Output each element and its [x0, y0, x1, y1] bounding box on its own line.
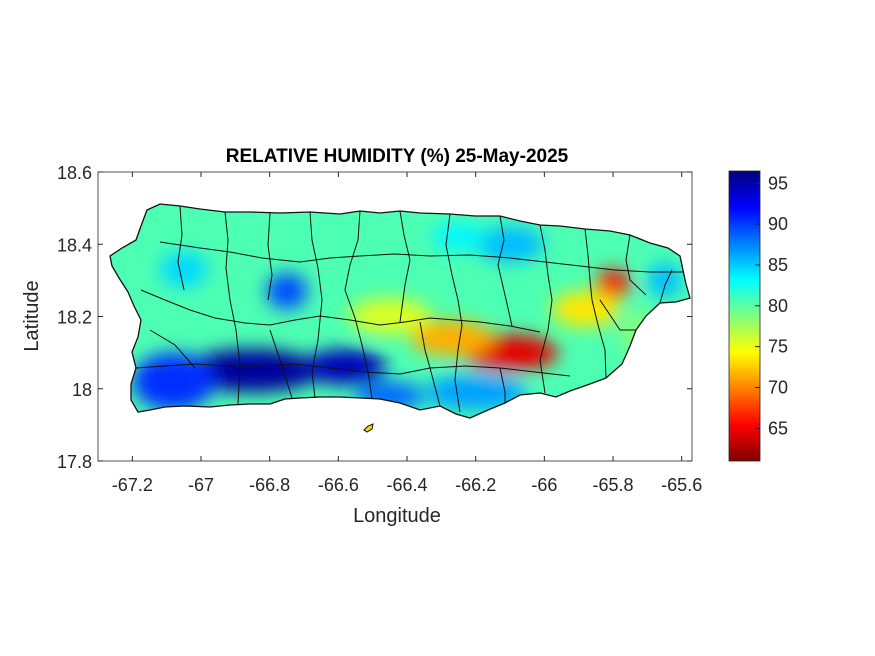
colorbar-tick-label: 70: [768, 377, 788, 397]
colorbar-tick-label: 95: [768, 173, 788, 193]
colorbar-tick-label: 85: [768, 255, 788, 275]
municipality-border: [224, 211, 241, 405]
humidity-feature: [410, 320, 493, 357]
municipality-border: [140, 289, 541, 333]
colorbar-tick-label: 65: [768, 418, 788, 438]
municipality-border: [497, 215, 513, 327]
municipality-border: [584, 228, 607, 379]
x-tick-label: -66.2: [455, 475, 496, 495]
municipality-border: [419, 321, 441, 407]
humidity-feature: [431, 222, 486, 252]
municipality-border: [309, 211, 323, 399]
humidity-feature: [475, 226, 545, 263]
municipality-border: [159, 241, 684, 273]
colorbar-ticks: 65 70 75 80 85 90 95: [755, 173, 788, 438]
island-coastline: [109, 203, 691, 419]
municipality-border: [269, 329, 293, 399]
municipality-border: [344, 210, 373, 399]
municipality-border: [149, 329, 196, 369]
municipality-border: [599, 299, 636, 331]
y-tick-label: 18.4: [57, 235, 92, 255]
humidity-feature: [304, 349, 387, 386]
x-tick-label: -66.4: [387, 475, 428, 495]
colorbar-tick-label: 80: [768, 296, 788, 316]
humidity-feature: [132, 352, 215, 411]
y-tick-label: 18.6: [57, 163, 92, 183]
municipality-border: [177, 205, 185, 291]
humidity-feature: [551, 291, 620, 328]
municipality-border: [445, 213, 463, 413]
municipality-border: [499, 367, 506, 403]
humidity-feature: [424, 374, 528, 411]
humidity-feature: [647, 262, 682, 299]
axis-ticks: -67.2 -67 -66.8 -66.6 -66.4 -66.2 -66 -65.8 -65.…: [57, 163, 702, 495]
municipality-border: [539, 224, 553, 394]
humidity-feature: [266, 273, 308, 310]
y-tick-label: 18: [72, 380, 92, 400]
chart-title: RELATIVE HUMIDITY (%) 25-May-2025: [226, 146, 569, 167]
caja-de-muertos-island: [363, 423, 374, 433]
municipality-border: [659, 269, 673, 304]
colorbar: 65 70 75 80 85 90 95: [728, 170, 788, 462]
municipality-borders: [135, 205, 684, 413]
humidity-feature: [159, 251, 208, 288]
municipality-border: [625, 234, 647, 296]
x-tick-label: -66: [531, 475, 557, 495]
colorbar-gradient: [728, 170, 761, 462]
x-tick-label: -65.6: [661, 475, 702, 495]
colorbar-tick-label: 90: [768, 214, 788, 234]
x-tick-label: -66.8: [249, 475, 290, 495]
x-tick-label: -67: [188, 475, 214, 495]
municipality-border: [267, 212, 273, 301]
y-axis-label: Latitude: [21, 280, 43, 351]
humidity-feature: [348, 298, 432, 335]
x-tick-label: -65.8: [593, 475, 634, 495]
x-axis-label: Longitude: [353, 505, 441, 527]
heatmap-field: [110, 204, 690, 418]
humidity-feature: [595, 269, 631, 299]
x-tick-label: -66.6: [318, 475, 359, 495]
colorbar-tick-label: 75: [768, 337, 788, 357]
municipality-border: [135, 363, 571, 377]
x-tick-label: -67.2: [112, 475, 153, 495]
municipality-border: [399, 210, 411, 323]
y-tick-label: 18.2: [57, 308, 92, 328]
y-tick-label: 17.8: [57, 452, 92, 472]
